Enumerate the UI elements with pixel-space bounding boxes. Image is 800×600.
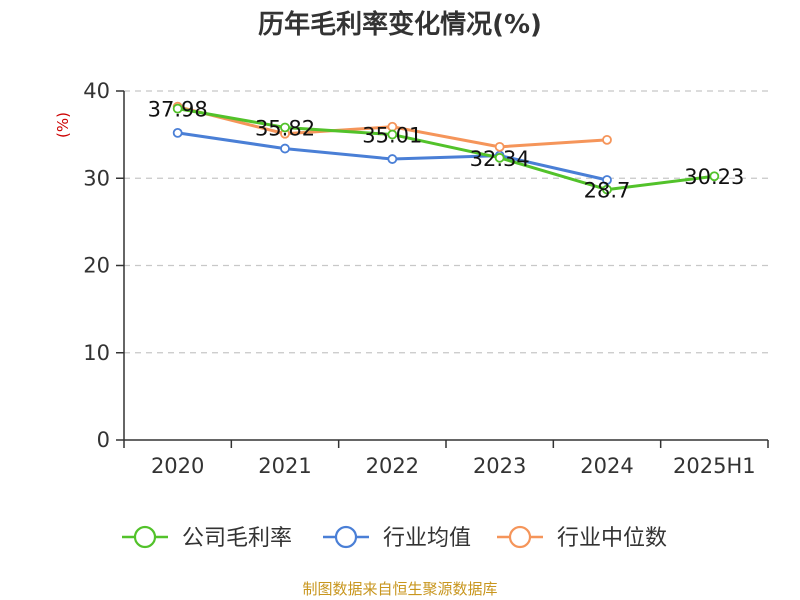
legend: 公司毛利率 行业均值 行业中位数: [122, 525, 667, 551]
series-0-point-2023: [494, 152, 505, 163]
series-0-point-2022: [387, 129, 398, 140]
data-label-2020: 37.98: [148, 98, 208, 122]
data-labels: 37.98 35.82 35.01 32.34 28.7 30.23: [148, 98, 745, 203]
grid-lines: [124, 90, 768, 354]
series-line-0: [176, 107, 716, 192]
x-tick-label-2021: 2021: [258, 454, 311, 478]
y-tick-label-10: 10: [83, 341, 110, 365]
data-label-2025H1: 30.23: [684, 165, 744, 189]
chart-title: 历年毛利率变化情况(%): [258, 9, 542, 40]
x-tick-label-2023: 2023: [473, 454, 526, 478]
y-tick-label-30: 30: [83, 166, 110, 190]
series-1-point-2024: [602, 175, 612, 185]
legend-label-2: 行业中位数: [557, 526, 667, 551]
legend-label-1: 行业均值: [383, 526, 471, 551]
data-label-2023: 32.34: [470, 147, 530, 171]
legend-marker-1: [334, 525, 358, 549]
y-tick-label-20: 20: [83, 254, 110, 278]
data-label-2024: 28.7: [584, 179, 631, 203]
x-tick-label-2025H1: 2025H1: [673, 454, 756, 478]
axes: 0 10 20 30 40 2020 2021 2022 2023 2024 2025H1: [83, 79, 769, 478]
series-0-point-2020: [172, 103, 183, 114]
x-tick-label-2024: 2024: [580, 454, 633, 478]
y-tick-label-40: 40: [83, 79, 110, 103]
x-tick-label-2020: 2020: [151, 454, 204, 478]
data-label-2022: 35.01: [362, 124, 422, 148]
series-1-point-2021: [280, 143, 290, 154]
series-1-point-2022: [387, 154, 398, 164]
series-0-point-2024: [602, 184, 612, 195]
legend-marker-0: [133, 525, 157, 549]
y-tick-label-0: 0: [97, 428, 110, 452]
series-lines: [172, 101, 720, 195]
source-note: 制图数据来自恒生聚源数据库: [302, 580, 497, 598]
legend-marker-2: [508, 525, 532, 549]
series-0-point-2025H1: [709, 171, 720, 182]
legend-label-0: 公司毛利率: [182, 526, 292, 551]
data-label-2021: 35.82: [255, 116, 315, 140]
x-tick-label-2022: 2022: [366, 454, 419, 478]
y-axis-label: (%): [54, 112, 72, 138]
series-2-point-2023: [494, 141, 505, 152]
series-2-point-2024: [602, 134, 612, 145]
series-1-point-2020: [172, 127, 183, 138]
series-0-point-2021: [280, 122, 290, 133]
